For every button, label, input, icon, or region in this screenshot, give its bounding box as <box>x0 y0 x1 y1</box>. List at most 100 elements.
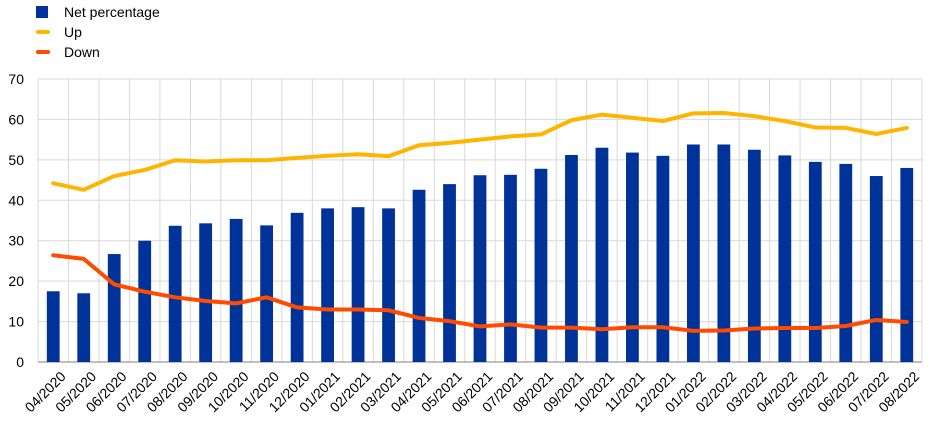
point-down <box>844 324 848 328</box>
bar-net-percentage <box>504 174 517 362</box>
legend-label-up: Up <box>64 24 82 40</box>
bar-net-percentage <box>138 240 152 362</box>
bar-net-percentage <box>778 155 792 362</box>
legend-swatch-net-percentage <box>36 6 48 18</box>
point-down <box>752 326 756 330</box>
y-tick-label: 20 <box>8 273 24 289</box>
point-down <box>51 253 55 257</box>
point-up <box>569 118 573 122</box>
bar-net-percentage <box>382 208 395 362</box>
bar-net-percentage <box>747 149 761 362</box>
point-up <box>143 168 147 172</box>
point-up <box>905 126 909 130</box>
bar-net-percentage <box>351 207 365 362</box>
point-down <box>478 324 482 328</box>
point-up <box>448 141 452 145</box>
y-tick-label: 60 <box>8 111 24 127</box>
bar-net-percentage <box>290 212 304 362</box>
point-up <box>508 134 512 138</box>
y-tick-label: 30 <box>8 233 24 249</box>
bar-net-percentage <box>808 161 822 362</box>
point-up <box>539 132 543 136</box>
bar-net-percentage <box>717 144 731 362</box>
point-down <box>600 327 604 331</box>
point-up <box>478 138 482 142</box>
point-up <box>112 174 116 178</box>
bar-net-percentage <box>199 223 213 362</box>
bar-net-percentage <box>321 208 334 362</box>
legend-label-net-percentage: Net percentage <box>64 4 160 20</box>
point-down <box>234 301 238 305</box>
bar-net-percentage <box>869 176 883 362</box>
bar-net-percentage <box>839 163 853 362</box>
bar-net-percentage <box>595 147 609 362</box>
legend: Net percentage Up Down <box>36 2 160 62</box>
point-down <box>265 295 269 299</box>
bar-net-percentage <box>412 189 426 362</box>
point-down <box>691 329 695 333</box>
point-down <box>356 307 360 311</box>
point-up <box>661 119 665 123</box>
y-tick-label: 0 <box>16 354 24 370</box>
bar-net-percentage <box>229 218 243 362</box>
bar-net-percentage <box>168 225 182 362</box>
point-up <box>752 114 756 118</box>
point-up <box>417 143 421 147</box>
bar-net-percentage <box>900 167 914 362</box>
point-down <box>874 318 878 322</box>
legend-item-net-percentage: Net percentage <box>36 2 160 22</box>
point-up <box>630 116 634 120</box>
point-down <box>813 326 817 330</box>
point-up <box>326 154 330 158</box>
point-down <box>448 319 452 323</box>
point-down <box>905 320 909 324</box>
point-up <box>783 119 787 123</box>
point-up <box>204 159 208 163</box>
point-down <box>722 328 726 332</box>
point-up <box>874 132 878 136</box>
legend-swatch-up <box>36 30 50 34</box>
point-down <box>508 322 512 326</box>
bar-net-percentage <box>107 254 121 362</box>
bar-net-percentage <box>534 168 548 362</box>
point-down <box>143 290 147 294</box>
bar-net-percentage <box>473 175 487 362</box>
point-up <box>51 181 55 185</box>
point-down <box>82 257 86 261</box>
point-up <box>691 111 695 115</box>
point-up <box>600 113 604 117</box>
point-down <box>112 282 116 286</box>
point-down <box>539 326 543 330</box>
point-up <box>295 156 299 160</box>
point-down <box>630 325 634 329</box>
bar-net-percentage <box>443 184 456 362</box>
point-up <box>173 158 177 162</box>
point-up <box>844 126 848 130</box>
bar-net-percentage <box>77 293 91 362</box>
point-up <box>234 158 238 162</box>
y-tick-label: 70 <box>8 71 24 87</box>
point-up <box>265 158 269 162</box>
bar-net-percentage <box>626 152 639 362</box>
bar-net-percentage <box>656 155 670 362</box>
point-up <box>813 126 817 130</box>
y-tick-label: 10 <box>8 314 24 330</box>
legend-item-down: Down <box>36 42 160 62</box>
y-tick-label: 50 <box>8 152 24 168</box>
y-tick-label: 40 <box>8 192 24 208</box>
point-down <box>204 299 208 303</box>
point-down <box>387 308 391 312</box>
legend-swatch-down <box>36 50 50 54</box>
point-down <box>569 326 573 330</box>
point-up <box>722 111 726 115</box>
point-up <box>356 152 360 156</box>
point-down <box>783 326 787 330</box>
bar-net-percentage <box>46 291 60 362</box>
legend-label-down: Down <box>64 44 100 60</box>
legend-item-up: Up <box>36 22 160 42</box>
point-up <box>387 154 391 158</box>
point-up <box>82 188 86 192</box>
bar-net-percentage <box>565 155 578 362</box>
point-down <box>661 325 665 329</box>
